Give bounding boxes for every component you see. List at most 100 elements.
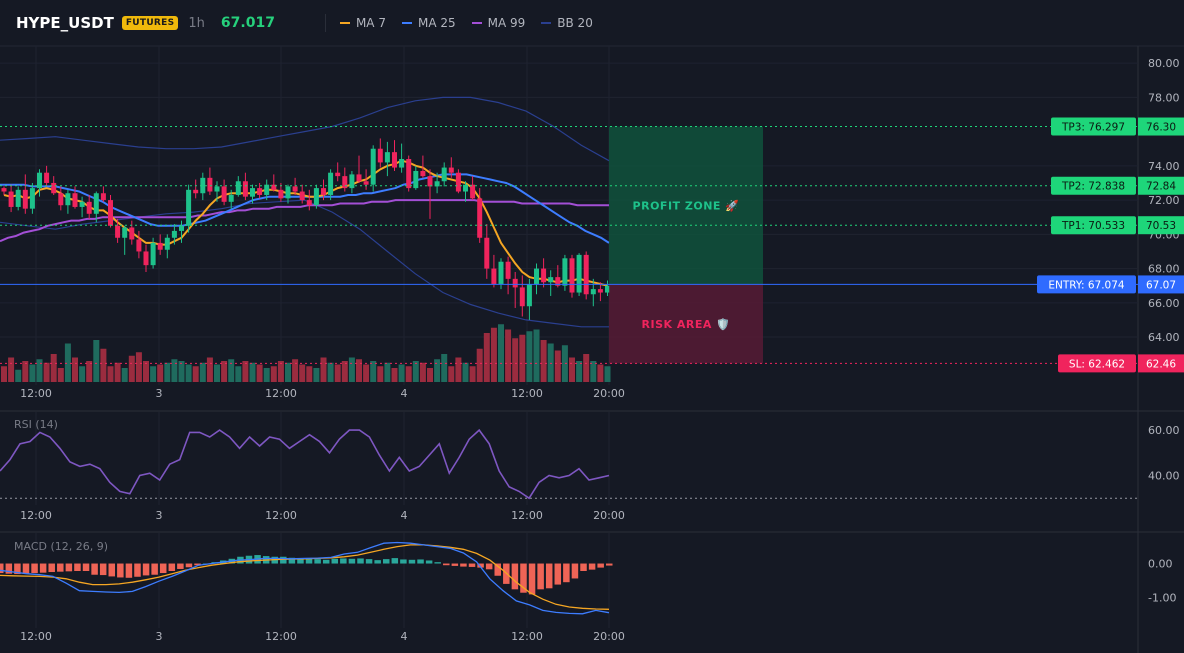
- candle-body: [569, 258, 575, 293]
- volume-bar: [192, 366, 199, 382]
- macd-hist-bar: [340, 558, 347, 564]
- candle-body: [150, 242, 156, 266]
- ma99-line: [0, 199, 609, 243]
- sl-label[interactable]: SL: 62.462: [1069, 358, 1125, 370]
- time-axis-label: 4: [401, 509, 408, 522]
- macd-hist-bar: [108, 563, 116, 577]
- time-axis-label: 4: [401, 387, 408, 400]
- candle-body: [455, 172, 461, 192]
- macd-hist-bar: [451, 563, 459, 566]
- candle-body: [193, 189, 199, 194]
- tp2-axis-bg: [1138, 176, 1184, 195]
- candle-body: [250, 188, 255, 197]
- macd-hist-bar: [434, 562, 441, 564]
- macd-hist-bar: [545, 563, 553, 589]
- macd-hist-bar: [391, 558, 399, 564]
- candle-body: [384, 152, 390, 163]
- candle-body: [406, 159, 412, 189]
- tp2-axis-label: 72.84: [1146, 181, 1176, 193]
- tp2-label[interactable]: TP2: 72.838: [1061, 181, 1125, 193]
- volume-bar: [214, 364, 220, 382]
- volume-bar: [164, 362, 171, 382]
- entry-label[interactable]: ENTRY: 67.074: [1048, 279, 1124, 291]
- macd-hist-bar: [400, 559, 407, 564]
- volume-bar: [221, 361, 228, 382]
- candle-body: [413, 170, 419, 189]
- legend-ma99[interactable]: MA 99: [471, 16, 525, 30]
- volume-bar: [540, 340, 547, 382]
- volume-bar: [370, 361, 377, 382]
- macd-hist-bar: [177, 563, 184, 569]
- volume-bar: [341, 361, 348, 382]
- tp3-label[interactable]: TP3: 76.297: [1061, 122, 1125, 134]
- volume-bar: [121, 368, 128, 382]
- macd-hist-bar: [365, 559, 373, 564]
- candle-body: [370, 148, 376, 185]
- candle-body: [463, 184, 468, 192]
- time-axis-label: 4: [401, 630, 408, 643]
- tp1-axis-bg: [1138, 216, 1184, 235]
- time-axis-label: 12:00: [265, 387, 297, 400]
- candle-body: [207, 177, 213, 192]
- macd-hist-bar: [288, 557, 296, 564]
- candle-body: [1, 188, 7, 192]
- volume-bar: [171, 359, 178, 382]
- candle-body: [93, 193, 99, 214]
- candle-body: [441, 167, 447, 182]
- volume-bar: [533, 329, 540, 382]
- candle-body: [15, 189, 21, 207]
- macd-hist-bar: [31, 563, 38, 574]
- macd-hist-bar: [159, 563, 167, 574]
- candle-body: [278, 189, 284, 199]
- volume-bar: [157, 364, 164, 382]
- candle-body: [519, 287, 525, 307]
- macd-hist-bar: [580, 563, 587, 571]
- tp1-label[interactable]: TP1: 70.533: [1061, 220, 1125, 232]
- legend-ma25[interactable]: MA 25: [401, 16, 456, 30]
- macd-hist-bar: [357, 558, 364, 564]
- macd-hist-bar: [408, 559, 416, 564]
- tp2-label-bg: [1051, 176, 1136, 195]
- volume-bar: [583, 354, 590, 382]
- volume-bar: [597, 364, 604, 382]
- macd-hist-bar: [597, 563, 604, 568]
- volume-bar: [398, 364, 405, 382]
- volume-bar: [277, 361, 284, 382]
- rsi-line: [0, 428, 610, 500]
- volume-bar: [150, 366, 157, 382]
- time-axis-label: 12:00: [511, 509, 543, 522]
- candle-body: [115, 225, 121, 238]
- macd-hist-bar: [417, 559, 424, 564]
- volume-bar: [22, 361, 29, 382]
- entry-axis-bg: [1138, 275, 1184, 294]
- volume-bar: [419, 362, 426, 382]
- time-axis-label: 12:00: [511, 630, 543, 643]
- macd-hist-bar: [348, 558, 356, 564]
- legend-bb20[interactable]: BB 20: [541, 16, 593, 30]
- volume-bar: [554, 350, 561, 382]
- macd-hist-bar: [314, 559, 321, 564]
- candle-body: [505, 261, 511, 279]
- time-axis-label: 3: [156, 509, 163, 522]
- legend-ma99-swatch: [471, 22, 482, 24]
- candle-body: [122, 227, 128, 238]
- macd-hist-bar: [520, 563, 527, 593]
- symbol-title[interactable]: HYPE_USDT: [16, 14, 114, 32]
- legend-ma7[interactable]: MA 7: [339, 16, 386, 30]
- last-price: 67.017: [220, 15, 275, 31]
- volume-bar: [79, 366, 86, 382]
- header-divider: [324, 14, 326, 32]
- sl-axis-bg: [1138, 354, 1184, 373]
- candle-body: [242, 181, 248, 197]
- macd-hist-bar: [125, 563, 133, 578]
- macd-hist-bar: [74, 563, 81, 571]
- macd-hist-bar: [511, 563, 519, 590]
- timeframe-label[interactable]: 1h: [188, 15, 205, 31]
- candle-body: [214, 186, 220, 192]
- rsi-tick-label: 40.00: [1148, 470, 1180, 483]
- candle-body: [541, 268, 547, 283]
- macd-tick-label: -1.00: [1148, 591, 1176, 604]
- time-axis-label: 20:00: [593, 387, 625, 400]
- legend-bb20-label: BB 20: [557, 16, 593, 30]
